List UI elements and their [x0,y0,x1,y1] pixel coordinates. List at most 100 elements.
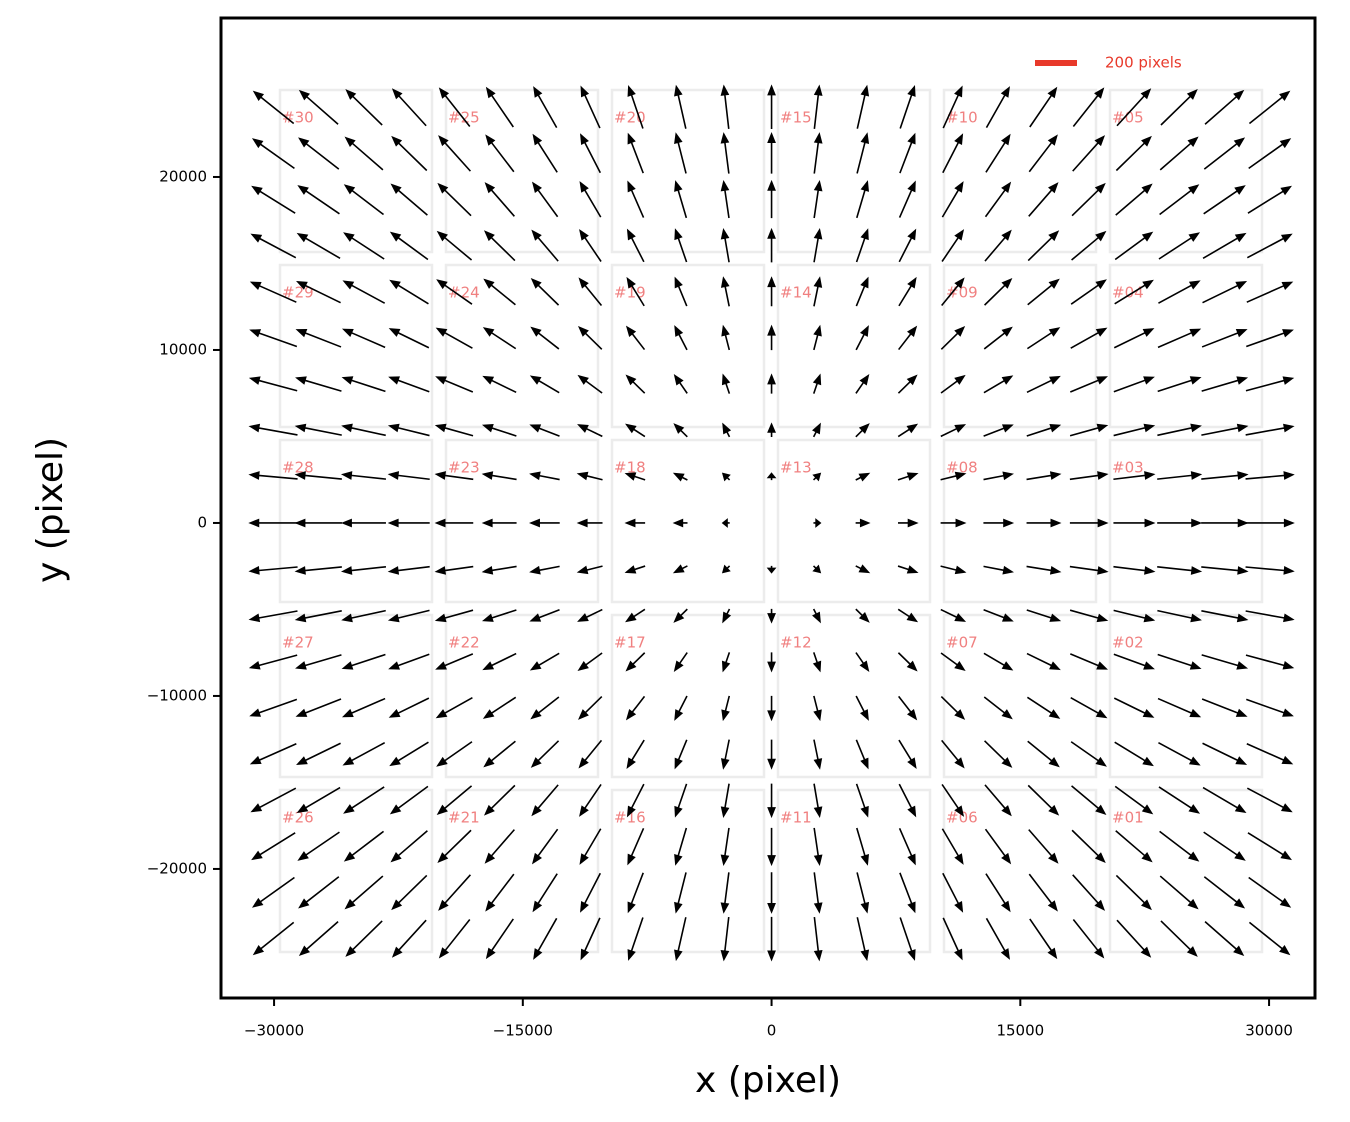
arrow [391,135,428,172]
arrow [942,133,964,174]
arrow [767,652,776,673]
arrow [251,876,295,908]
arrow [483,784,516,816]
arrow [720,739,730,770]
arrow [1028,829,1059,864]
arrow [1071,182,1106,217]
arrow [434,423,474,437]
y-tick-label: 20000 [159,167,207,185]
arrow [580,917,601,961]
arrow [1157,609,1202,623]
arrow [722,422,732,438]
arrow [1201,654,1249,670]
arrow [983,609,1014,622]
arrow [983,652,1014,671]
arrow [984,229,1012,262]
arrow [578,739,603,769]
arrow [577,608,603,622]
arrow [721,652,731,673]
arrow [1203,137,1246,170]
arrow [345,89,383,126]
arrow [531,181,559,218]
arrow [627,180,645,218]
arrow [295,698,342,717]
arrow [813,739,823,770]
arrow [434,518,474,528]
arrow [855,373,870,394]
arrow [1115,874,1152,911]
arrow [388,653,430,670]
arrow [530,740,560,768]
arrow [1070,376,1108,393]
arrow [899,85,916,129]
chip-label: #16 [614,809,646,827]
arrow [627,917,644,961]
chip-outline [1108,263,1264,429]
chip-outline [610,88,766,254]
chip-label: #29 [282,284,314,302]
arrow [626,276,645,307]
chip-label: #22 [448,634,480,652]
arrow [391,919,427,958]
arrow [898,695,918,721]
arrow [248,471,298,480]
arrow [1160,89,1198,126]
arrow [767,827,776,867]
arrow [341,697,386,718]
arrow [1245,471,1295,480]
arrow [529,471,560,481]
arrow [856,132,870,174]
arrow [484,829,515,864]
arrow [576,565,603,575]
arrow [482,375,517,394]
arrow [1026,518,1062,528]
arrow [856,917,870,962]
arrow [343,232,385,260]
arrow [342,280,386,304]
arrow [341,653,386,670]
arrow [1202,232,1247,260]
arrow [1070,741,1107,767]
arrow [855,518,871,528]
arrow [624,565,646,574]
arrow [1070,279,1107,305]
arrow [1248,90,1291,125]
arrow [529,565,560,575]
arrow [897,608,919,623]
chip-label: #25 [448,109,480,127]
arrow [625,608,646,623]
chip-outline [278,88,434,254]
arrow [767,783,776,819]
arrow [812,472,822,482]
arrow [940,424,967,438]
arrow [624,472,646,481]
arrow [720,916,730,962]
arrow [625,423,646,438]
arrow [1115,830,1153,863]
arrow [1157,328,1202,349]
arrow [940,471,967,481]
arrow [248,654,298,670]
x-tick-label: −30000 [244,1022,304,1040]
y-tick-label: −10000 [147,686,207,704]
arrow [341,423,386,437]
arrow [674,228,688,263]
arrow [983,565,1014,575]
arrow [529,518,560,528]
arrow [813,827,823,866]
arrow [1027,740,1060,768]
arrow [813,324,822,351]
chip-outline [444,88,600,254]
arrow [898,228,917,263]
arrow [1113,518,1156,528]
arrow [391,874,428,911]
arrow [674,276,688,307]
arrow [579,828,602,865]
arrow [897,423,919,438]
arrow [1115,183,1153,216]
arrow [1157,565,1203,575]
arrow [297,185,340,215]
arrow [481,565,517,575]
arrow [250,233,297,259]
